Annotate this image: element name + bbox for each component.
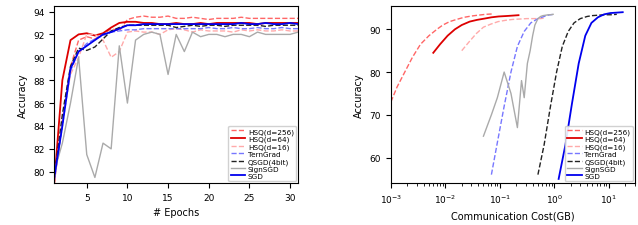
- Legend: HSQ(d=256), HSQ(d=64), HSQ(d=16), TernGrad, QSGD(4bit), SignSGD, SGD: HSQ(d=256), HSQ(d=64), HSQ(d=16), TernGr…: [565, 126, 633, 181]
- X-axis label: # Epochs: # Epochs: [153, 207, 199, 218]
- Y-axis label: Accuracy: Accuracy: [17, 73, 27, 117]
- Legend: HSQ(d=256), HSQ(d=64), HSQ(d=16), TernGrad, QSGD(4bit), SignSGD, SGD: HSQ(d=256), HSQ(d=64), HSQ(d=16), TernGr…: [228, 126, 296, 181]
- X-axis label: Communication Cost(GB): Communication Cost(GB): [451, 211, 575, 221]
- Y-axis label: Accuracy: Accuracy: [354, 73, 364, 117]
